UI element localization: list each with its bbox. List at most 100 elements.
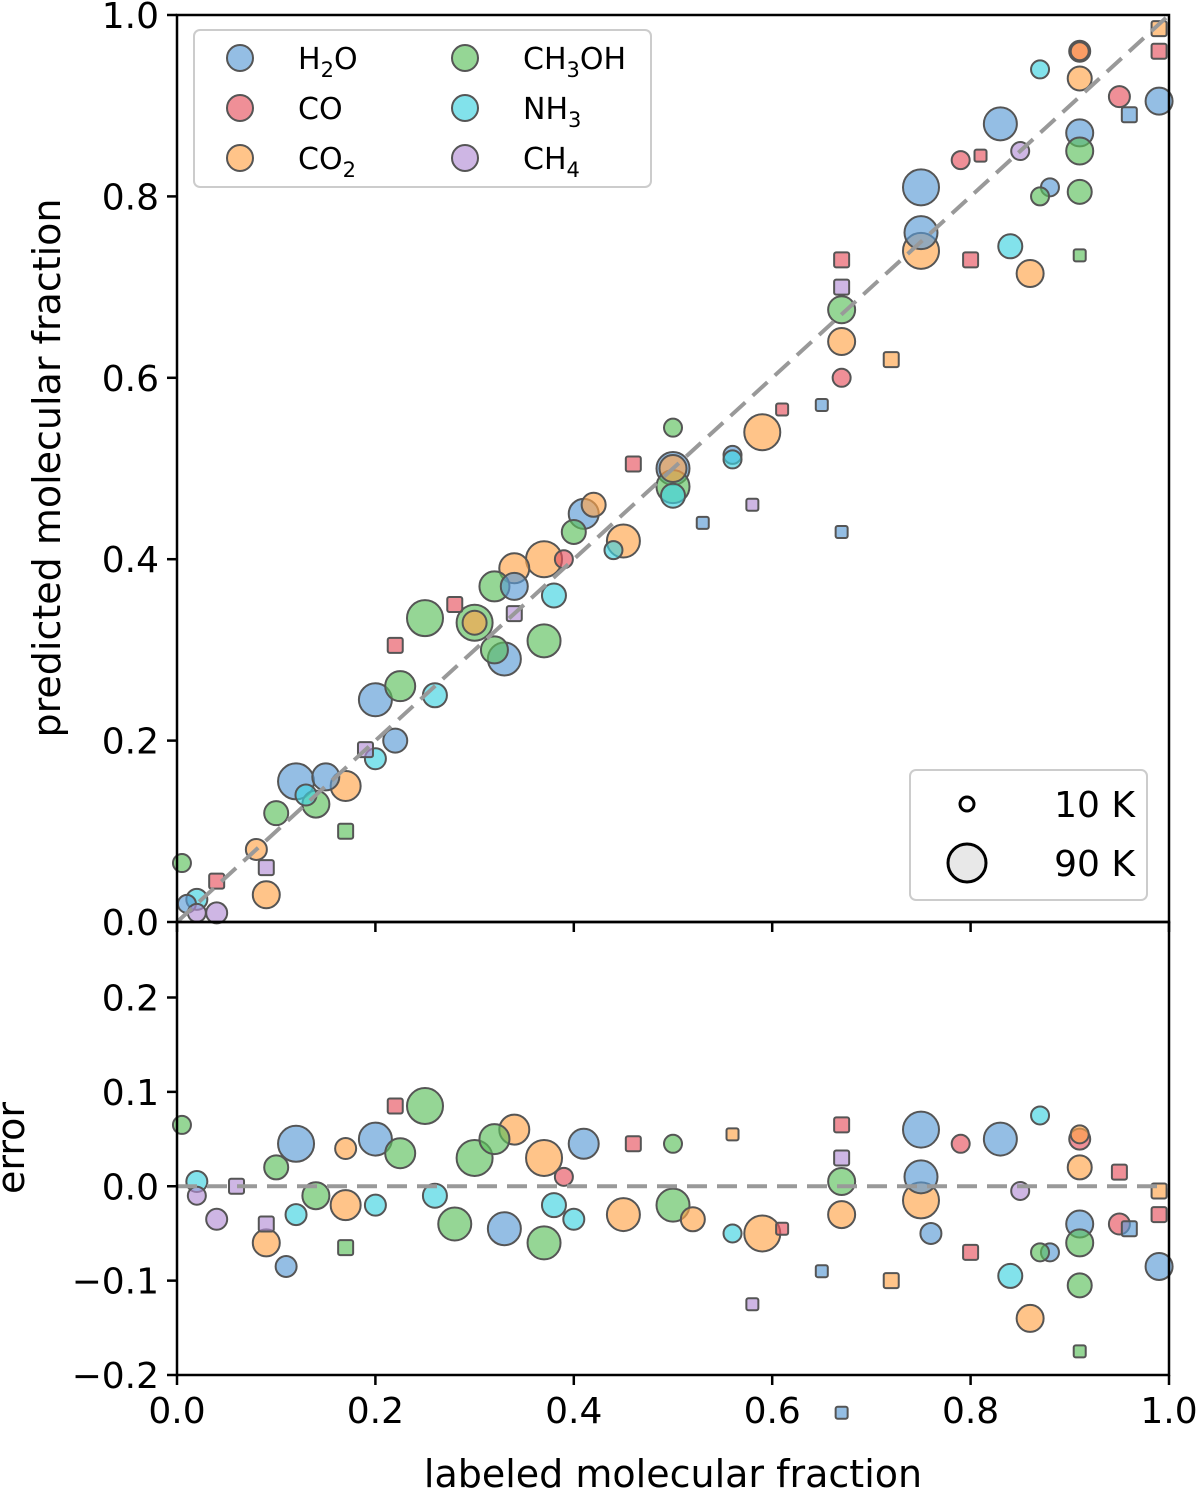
bottom-marker-co (1110, 1163, 1128, 1181)
bottom-marker-h2o (1120, 1220, 1138, 1238)
top-marker-h2o (499, 571, 529, 601)
bottom-marker-h2o (486, 1211, 522, 1247)
bottom-marker-co (962, 1243, 980, 1261)
x-axis-title: labeled molecular fraction (424, 1452, 922, 1493)
bottom-marker-co2 (1015, 1303, 1045, 1333)
top-reference-line (175, 13, 1171, 924)
x-tick-label: 0.0 (148, 1391, 205, 1432)
legend-label-3: CH3OH (523, 42, 626, 82)
bottom-marker-co2 (605, 1197, 641, 1233)
top-marker-ch3oh (1072, 248, 1087, 263)
bottom-marker-co2 (743, 1214, 782, 1253)
top-marker-h2o (903, 215, 939, 251)
bottom-marker-h2o (277, 1124, 316, 1163)
legend-marker-3 (451, 44, 479, 72)
legend-label-0: H2O (298, 42, 358, 82)
bottom-marker-co (624, 1135, 642, 1153)
top-marker-ch3oh (526, 623, 562, 659)
top-marker-co2 (1066, 65, 1093, 92)
bottom-marker-ch3oh (437, 1206, 473, 1242)
top-marker-ch3oh (663, 417, 683, 438)
top-marker-nh3 (660, 482, 686, 509)
bottom-marker-h2o (1144, 1251, 1174, 1281)
bottom-marker-ch3oh (827, 1167, 857, 1197)
bottom-marker-co2 (882, 1272, 900, 1290)
bottom-marker-co2 (251, 1228, 281, 1258)
top-panel-markers (171, 20, 1174, 925)
top-marker-h2o (982, 106, 1018, 142)
bottom-marker-co2 (679, 1206, 706, 1233)
bottom-marker-ch3oh (478, 1123, 511, 1156)
x-tick-label: 0.6 (744, 1391, 801, 1432)
top-marker-h2o (1120, 106, 1138, 124)
bottom-marker-ch3oh (171, 1114, 192, 1135)
bottom-y-tick-label: 0.0 (102, 1167, 159, 1208)
top-marker-nh3 (997, 233, 1024, 260)
top-y-tick-label: 0.6 (102, 359, 159, 400)
axis-ticks: 0.0 0.2 0.4 0.6 0.8 1.0 −0.2 −0.1 0.0 0.1 0.2 0.0 0.… (72, 0, 1198, 1432)
bottom-marker-co (386, 1097, 404, 1115)
bottom-marker-ch3oh (384, 1137, 417, 1170)
bottom-marker-co2 (1066, 1154, 1093, 1181)
top-marker-nh3 (1030, 59, 1051, 80)
bottom-y-axis-title: error (0, 1102, 33, 1194)
top-marker-co (833, 251, 851, 269)
bottom-marker-h2o (814, 1264, 829, 1279)
bottom-marker-ch3oh (655, 1187, 691, 1223)
top-marker-h2o (382, 727, 409, 754)
top-marker-co (1107, 85, 1131, 109)
legend-label-5: CH4 (523, 142, 580, 182)
bottom-y-tick-label: 0.1 (102, 1073, 159, 1114)
bottom-marker-nh3 (997, 1262, 1024, 1289)
top-marker-co2 (827, 327, 857, 357)
top-y-tick-label: 0.0 (102, 903, 159, 944)
top-marker-co (553, 549, 574, 570)
bottom-marker-nh3 (540, 1192, 567, 1219)
x-tick-label: 0.2 (347, 1391, 404, 1432)
top-marker-co (962, 251, 980, 269)
top-y-tick-label: 0.8 (102, 177, 159, 218)
top-marker-co (973, 148, 988, 163)
bottom-marker-ch3oh (1066, 1272, 1093, 1299)
legend-label-1: CO (298, 92, 343, 127)
x-tick-label: 1.0 (1140, 1391, 1197, 1432)
bottom-marker-ch3oh (1030, 1242, 1051, 1263)
top-marker-h2o (902, 168, 940, 207)
legend-marker-1 (226, 94, 254, 122)
top-marker-co2 (1015, 258, 1045, 288)
bottom-marker-h2o (567, 1127, 600, 1160)
bottom-marker-ch3oh (526, 1225, 562, 1261)
bottom-y-tick-label: −0.1 (72, 1262, 159, 1303)
bottom-marker-h2o (902, 1110, 940, 1149)
bottom-marker-nh3 (284, 1203, 308, 1227)
top-marker-ch3oh (827, 295, 857, 325)
bottom-panel-frame (175, 920, 1171, 1377)
bottom-marker-ch4 (186, 1185, 207, 1206)
bottom-marker-nh3 (363, 1193, 387, 1217)
bottom-marker-h2o (274, 1254, 298, 1278)
bottom-marker-nh3 (722, 1223, 743, 1244)
top-marker-co (624, 455, 642, 473)
temperature-size-legend: 10 K 90 K (909, 769, 1148, 901)
top-marker-co2 (882, 351, 900, 369)
size-legend-label-0: 10 K (1054, 785, 1136, 826)
top-marker-h2o (814, 398, 829, 413)
bottom-marker-nh3 (562, 1207, 586, 1231)
bottom-marker-ch4 (745, 1297, 760, 1312)
bottom-marker-co2 (525, 1138, 564, 1177)
size-legend-marker-1 (946, 842, 988, 884)
x-tick-label: 0.4 (545, 1391, 602, 1432)
bottom-marker-h2o (357, 1121, 393, 1157)
top-marker-h2o (311, 762, 341, 792)
top-marker-nh3 (540, 582, 567, 609)
top-y-axis-title: predicted molecular fraction (25, 198, 69, 737)
legend-label-4: NH3 (523, 92, 581, 132)
legend-label-2: CO2 (298, 142, 356, 182)
species-legend-box (193, 29, 652, 188)
bottom-marker-co2 (725, 1127, 740, 1142)
top-marker-co (1150, 42, 1168, 60)
top-marker-ch3oh (1065, 136, 1095, 166)
bottom-marker-ch3oh (1072, 1344, 1087, 1359)
top-marker-co2 (743, 413, 782, 452)
bottom-marker-h2o (919, 1221, 943, 1245)
